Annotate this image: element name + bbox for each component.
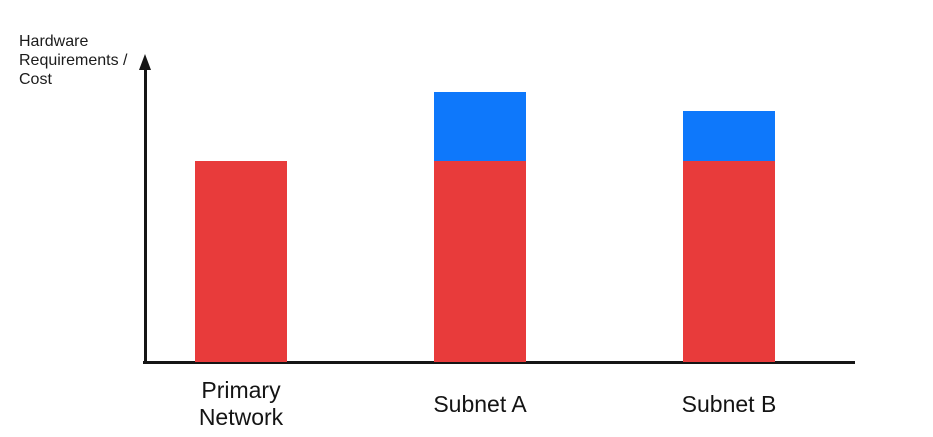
y-axis-label: Hardware Requirements / Cost xyxy=(19,32,128,89)
bar-subnet-a-blue-segment xyxy=(434,91,526,161)
x-axis-line xyxy=(143,361,855,364)
category-label-subnet-a: Subnet A xyxy=(390,375,570,433)
category-label-primary-network: Primary Network xyxy=(151,375,331,433)
category-label-text: Subnet A xyxy=(433,390,527,417)
y-axis-label-line-1: Hardware xyxy=(19,33,89,50)
y-axis-label-line-3: Cost xyxy=(19,71,52,88)
bar-primary-network-red-segment xyxy=(195,160,287,362)
y-axis-line xyxy=(144,67,147,364)
category-label-text: Primary Network xyxy=(198,377,284,430)
category-label-text: Subnet B xyxy=(681,390,777,417)
y-axis-label-line-2: Requirements / xyxy=(19,52,128,69)
category-label-subnet-b: Subnet B xyxy=(639,375,819,433)
bar-subnet-b-blue-segment xyxy=(683,110,775,161)
bar-subnet-b xyxy=(683,110,775,362)
bar-primary-network xyxy=(195,160,287,362)
bar-subnet-a xyxy=(434,91,526,362)
y-axis-arrowhead-icon xyxy=(139,54,151,70)
bar-subnet-b-red-segment xyxy=(683,160,775,362)
bar-subnet-a-red-segment xyxy=(434,160,526,362)
